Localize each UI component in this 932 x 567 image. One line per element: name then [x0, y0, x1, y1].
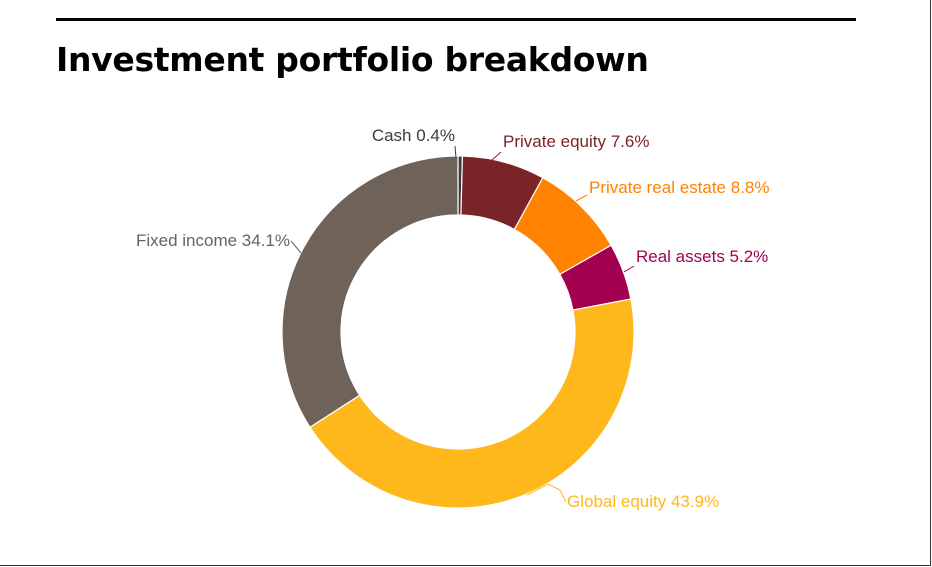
leader-line-global-equity [526, 483, 567, 503]
leader-line-real-assets [623, 265, 635, 273]
leader-line-private-equity [491, 151, 502, 161]
label-private-equity: Private equity 7.6% [503, 132, 649, 151]
label-cash: Cash 0.4% [372, 126, 455, 145]
leader-line-private-real-estate [575, 194, 588, 202]
top-rule [56, 18, 856, 21]
slice-fixed-income [281, 155, 459, 429]
donut-slices [281, 155, 635, 509]
slice-global-equity [309, 298, 635, 509]
slice-labels: Cash 0.4% Private equity 7.6% Private real… [136, 126, 770, 511]
leader-line-fixed-income [290, 240, 302, 254]
leader-lines [290, 145, 635, 503]
chart-title: Investment portfolio breakdown [56, 40, 649, 79]
label-global-equity: Global equity 43.9% [567, 492, 719, 511]
leader-line-cash [454, 145, 457, 159]
label-fixed-income: Fixed income 34.1% [136, 231, 290, 250]
label-real-assets: Real assets 5.2% [636, 247, 768, 266]
label-private-real-estate: Private real estate 8.8% [589, 178, 769, 197]
